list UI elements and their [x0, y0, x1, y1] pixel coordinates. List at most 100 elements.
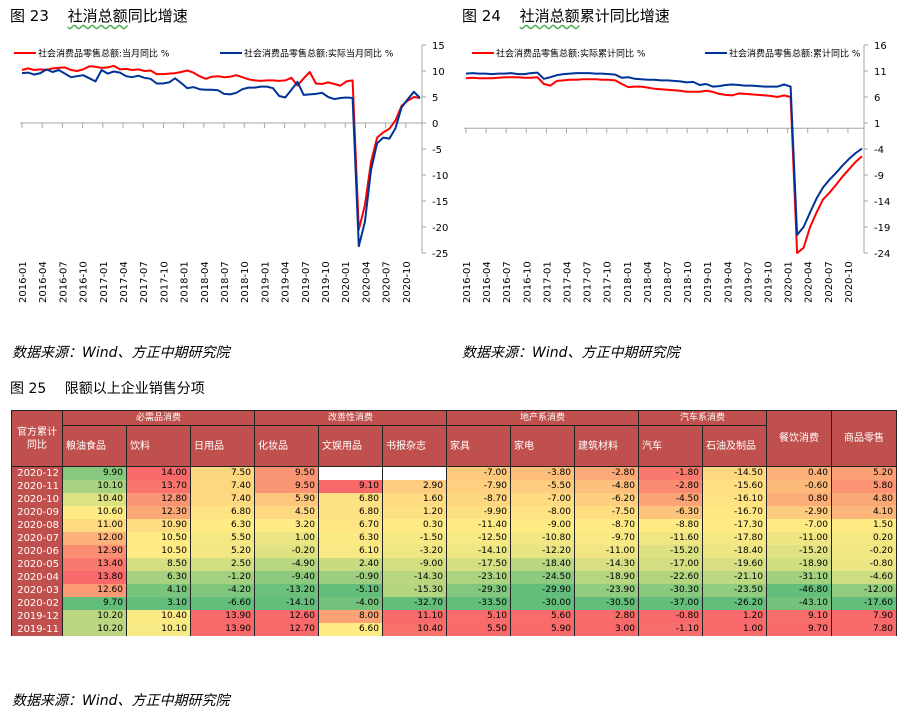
figure-label: 图 — [10, 381, 24, 397]
x-tick-label: 2019-10 — [321, 261, 332, 303]
table-cell: -10.80 — [510, 532, 575, 545]
row-date: 2020-11 — [11, 480, 63, 493]
x-tick-label: 2018-04 — [200, 261, 211, 303]
x-tick-label: 2020-07 — [824, 261, 835, 303]
table-cell: -9.00 — [510, 519, 575, 532]
table-cell: -4.60 — [831, 571, 897, 584]
table-cell: -21.10 — [702, 571, 767, 584]
table-cell: 5.90 — [254, 493, 319, 506]
table-cell: 10.60 — [62, 506, 127, 519]
table-cell: -17.50 — [446, 558, 511, 571]
row-date: 2019-12 — [11, 610, 63, 623]
table-cell: 9.50 — [254, 480, 319, 493]
table-cell: -3.20 — [382, 545, 447, 558]
table-row: 2020-03 12.60 4.10 -4.20 -13.20 -5.10 -15.30 -2… — [11, 584, 897, 597]
table-cell: -1.80 — [638, 466, 703, 480]
row-date: 2020-07 — [11, 532, 63, 545]
table-cell — [382, 466, 447, 480]
row-date: 2020-06 — [11, 545, 63, 558]
table-cell: 7.40 — [190, 493, 255, 506]
table-cell: 3.20 — [254, 519, 319, 532]
row-date: 2020-04 — [11, 571, 63, 584]
table-cell: 10.20 — [62, 623, 127, 636]
retail-sales-breakdown-table: 官方累计 同比 必需品消费 改善性消费 地产系消费 汽车系消费 餐饮消费 商品零售 粮油食品 饮料… — [11, 410, 897, 636]
series-line — [21, 68, 421, 248]
x-tick-label: 2017-01 — [542, 261, 553, 303]
table-cell: -0.60 — [766, 480, 832, 493]
table-cell: -0.90 — [318, 571, 383, 584]
y-tick-label: 10 — [432, 67, 445, 78]
table-cell: -11.00 — [766, 532, 832, 545]
table-cell: 4.80 — [831, 493, 897, 506]
table-cell: -14.30 — [574, 558, 639, 571]
table-cell: -8.70 — [446, 493, 511, 506]
table-cell: 8.50 — [126, 558, 191, 571]
table-cell: -46.80 — [766, 584, 832, 597]
y-tick-label: 11 — [874, 67, 887, 78]
table-cell: -23.90 — [574, 584, 639, 597]
x-tick-label: 2016-10 — [79, 261, 90, 303]
column-group-header: 改善性消费 — [254, 410, 447, 426]
table-cell: -9.00 — [382, 558, 447, 571]
x-tick-label: 2017-10 — [159, 261, 170, 303]
x-tick-label: 2019-10 — [764, 261, 775, 303]
table-cell: -19.60 — [702, 558, 767, 571]
x-tick-label: 2018-01 — [180, 261, 191, 303]
legend-entry: 社会消费品零售总额:实际累计同比 % — [496, 48, 646, 60]
table-cell: 5.80 — [831, 480, 897, 493]
chart-retail-sales-monthly-yoy: 15 10 5 0 -5 -10 -15 -20 -25 2016-01 2016-04 2016-0… — [14, 41, 448, 303]
table-cell: -7.00 — [446, 466, 511, 480]
table-cell: -22.60 — [638, 571, 703, 584]
y-tick-label: -15 — [432, 197, 448, 208]
table-cell: -17.30 — [702, 519, 767, 532]
table-cell: 6.30 — [190, 519, 255, 532]
table-cell: -18.40 — [510, 558, 575, 571]
table-cell: -2.90 — [766, 506, 832, 519]
table-cell: 1.20 — [382, 506, 447, 519]
table-cell: -4.80 — [574, 480, 639, 493]
table-cell: -15.60 — [702, 480, 767, 493]
table-cell: 1.50 — [831, 519, 897, 532]
table-row: 2020-05 13.40 8.50 2.50 -4.90 2.40 -9.00 -17.50… — [11, 558, 897, 571]
row-date: 2020-12 — [11, 466, 63, 480]
table-cell: 5.20 — [190, 545, 255, 558]
x-tick-label: 2017-07 — [139, 261, 150, 303]
table-cell: -1.50 — [382, 532, 447, 545]
x-tick-label: 2017-04 — [563, 261, 574, 303]
table-cell: -29.30 — [446, 584, 511, 597]
row-date: 2020-05 — [11, 558, 63, 571]
table-cell: -23.50 — [702, 584, 767, 597]
table-row: 2019-11 10.20 10.10 13.90 12.70 6.60 10.40 5.50… — [11, 623, 897, 636]
table-cell: -2.80 — [574, 466, 639, 480]
table-cell: -7.00 — [510, 493, 575, 506]
y-tick-label: -5 — [432, 145, 442, 156]
table-cell: -6.20 — [574, 493, 639, 506]
table-cell: -8.80 — [638, 519, 703, 532]
table-cell: 10.50 — [126, 532, 191, 545]
y-tick-label: -10 — [432, 171, 448, 182]
row-date: 2020-02 — [11, 597, 63, 610]
column-group-header: 必需品消费 — [62, 410, 255, 426]
x-tick-label: 2016-10 — [522, 261, 533, 303]
table-cell: -18.90 — [766, 558, 832, 571]
legend-entry: 社会消费品零售总额:当月同比 % — [38, 48, 170, 60]
table-cell: -6.60 — [190, 597, 255, 610]
row-header-label: 官方累计 同比 — [11, 410, 63, 467]
table-cell: 5.90 — [510, 623, 575, 636]
x-tick-label: 2017-07 — [583, 261, 594, 303]
column-header: 日用品 — [190, 425, 255, 467]
table-row: 2020-04 13.80 6.30 -1.20 -9.40 -0.90 -14.30 -23… — [11, 571, 897, 584]
table-cell: 12.30 — [126, 506, 191, 519]
table-cell: -12.00 — [831, 584, 897, 597]
table-cell: 13.70 — [126, 480, 191, 493]
table-cell: 10.90 — [126, 519, 191, 532]
x-tick-label: 2020-07 — [382, 261, 393, 303]
y-tick-label: -25 — [432, 249, 448, 260]
table-cell: -15.30 — [382, 584, 447, 597]
x-tick-label: 2018-04 — [643, 261, 654, 303]
table-cell: 4.10 — [831, 506, 897, 519]
table-cell: -6.30 — [638, 506, 703, 519]
table-row: 2019-12 10.20 10.40 13.90 12.60 8.00 11.10 5.10… — [11, 610, 897, 623]
table-cell: 10.10 — [126, 623, 191, 636]
table-cell: -9.40 — [254, 571, 319, 584]
